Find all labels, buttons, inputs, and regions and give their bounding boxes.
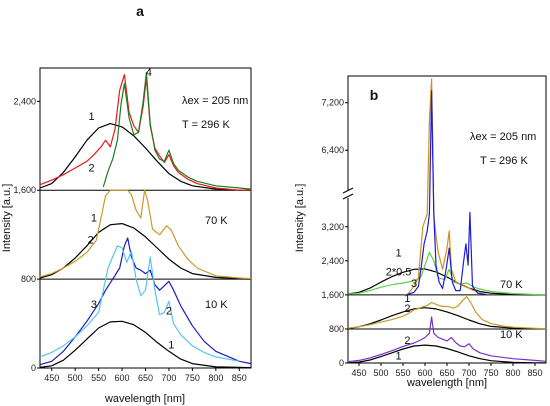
x-tick-label: 850 — [527, 368, 542, 378]
series-line — [39, 122, 251, 191]
panel-a-temp-70: 70 K — [205, 215, 228, 227]
y-tick-label: 800 — [329, 324, 344, 334]
panel-a-temp-10: 10 K — [205, 299, 228, 311]
panel-a-xlabel: wavelength [nm] — [104, 393, 185, 405]
series-line — [406, 78, 483, 295]
x-tick-label: 650 — [138, 373, 153, 383]
curve-label: 4 — [146, 67, 152, 79]
panel-a-ylabel: Intensity [a.u.] — [1, 184, 13, 252]
y-tick-label: 2,400 — [321, 256, 344, 266]
series-line — [347, 268, 546, 296]
x-tick-label: 700 — [161, 373, 176, 383]
panel-a-separators — [40, 189, 251, 280]
series-line — [347, 344, 547, 364]
panel-a-x-ticks: 450 500 550 600 650 700 750 800 850 — [44, 368, 247, 383]
panel-b-axis-break — [342, 187, 354, 200]
axis-break-mark — [342, 187, 354, 194]
x-tick-label: 800 — [505, 368, 520, 378]
x-tick-label: 450 — [44, 373, 59, 383]
series-line — [347, 307, 547, 330]
axis-break-gap — [342, 190, 354, 198]
panel-a-y-ticks: 0 800 1,600 2,400 — [13, 96, 40, 373]
series-line — [39, 189, 252, 280]
x-tick-label: 650 — [439, 368, 454, 378]
curve-label: 3 — [91, 299, 97, 311]
y-tick-label: 7,200 — [321, 98, 344, 108]
x-tick-label: 750 — [185, 373, 200, 383]
curve-label: 1 — [404, 293, 410, 305]
panel-a-series — [39, 71, 252, 369]
curve-label: 1 — [91, 212, 97, 224]
x-tick-label: 800 — [208, 373, 223, 383]
panel-b-label: b — [370, 87, 379, 103]
y-tick-label: 800 — [21, 274, 36, 284]
curve-label: 3 — [411, 278, 417, 290]
y-tick-label: 1,600 — [321, 290, 344, 300]
curve-label: 2 — [166, 306, 172, 318]
series-line — [39, 223, 252, 280]
curve-label: 2 — [89, 162, 95, 174]
y-tick-label: 0 — [31, 363, 36, 373]
series-line — [347, 316, 547, 363]
x-tick-label: 600 — [417, 368, 432, 378]
series-line — [39, 237, 252, 366]
series-line — [407, 90, 487, 296]
x-tick-label: 550 — [395, 368, 410, 378]
x-tick-label: 600 — [115, 373, 130, 383]
y-tick-label: 2,400 — [13, 96, 36, 106]
x-tick-label: 550 — [91, 373, 106, 383]
panel-b-series — [347, 78, 547, 364]
x-tick-label: 500 — [373, 368, 388, 378]
curve-label: 2*0.5 — [386, 267, 412, 279]
curve-label: 1 — [396, 248, 402, 260]
series-line — [347, 296, 547, 330]
axis-break-mark — [342, 193, 354, 200]
x-tick-label: 700 — [461, 368, 476, 378]
panel-b-xlabel: wavelength [nm] — [406, 377, 487, 389]
panel-a: a 450 500 550 600 650 700 750 800 850 0 800 1,600 2… — [1, 3, 252, 405]
panel-b-ylabel: Intensity [a.u.] — [294, 184, 306, 252]
panel-b-temp-70: 70 K — [500, 279, 523, 291]
panel-a-temp-296: T = 296 K — [182, 119, 230, 131]
panel-a-label: a — [136, 3, 144, 19]
series-line — [39, 320, 252, 369]
series-line — [39, 74, 251, 191]
curve-label: 2 — [404, 303, 410, 315]
y-tick-label: 1,600 — [13, 185, 36, 195]
series-line — [39, 245, 240, 362]
panel-a-excitation: λex = 205 nm — [182, 95, 248, 107]
panel-b-temp-10: 10 K — [500, 329, 523, 341]
curve-label: 2 — [88, 235, 94, 247]
x-tick-label: 450 — [351, 368, 366, 378]
panel-b-y-ticks: 0 800 1,600 2,400 3,200 6,400 7,200 — [321, 98, 348, 368]
y-tick-label: 0 — [339, 358, 344, 368]
y-tick-label: 6,400 — [321, 145, 344, 155]
panel-b-temp-296: T = 296 K — [480, 155, 528, 167]
curve-label: 1 — [396, 351, 402, 363]
panel-b-excitation: λex = 205 nm — [470, 131, 536, 143]
panel-b: b 450 500 550 600 650 700 750 800 850 0 800 1,600 2… — [294, 75, 547, 389]
y-tick-label: 3,200 — [321, 222, 344, 232]
panel-b-x-ticks: 450 500 550 600 650 700 750 800 850 — [351, 363, 543, 378]
x-tick-label: 850 — [232, 373, 247, 383]
x-tick-label: 750 — [483, 368, 498, 378]
panel-a-curve-labels: 1 2 4 1 2 3 2 1 — [88, 67, 175, 352]
series-line — [102, 71, 252, 190]
curve-label: 1 — [89, 111, 95, 123]
curve-label: 2 — [404, 335, 410, 347]
curve-label: 1 — [168, 340, 174, 352]
panel-b-frame — [347, 75, 547, 364]
x-tick-label: 500 — [68, 373, 83, 383]
